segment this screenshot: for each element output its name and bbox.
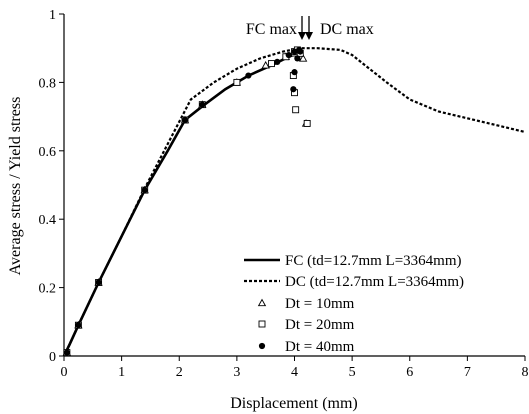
y-tick-label: 0.8 xyxy=(39,76,57,91)
data-point-square xyxy=(292,106,300,114)
series-4 xyxy=(63,46,304,356)
data-point-circle xyxy=(297,48,304,55)
data-point-circle xyxy=(141,187,148,194)
y-tick-label: 0.6 xyxy=(39,145,57,160)
annotations: FC max DC max xyxy=(246,16,374,40)
x-tick-label: 2 xyxy=(176,365,183,380)
x-tick-label: 7 xyxy=(464,365,471,380)
data-point-circle xyxy=(245,72,252,79)
legend-label: Dt = 20mm xyxy=(285,317,355,333)
data-point-circle xyxy=(95,279,102,286)
dc-max-arrow-head xyxy=(305,32,313,40)
x-tick-label: 1 xyxy=(118,365,125,380)
legend-item: Dt = 10mm xyxy=(257,296,355,312)
x-tick-label: 8 xyxy=(522,365,529,380)
legend-label: DC (td=12.7mm L=3364mm) xyxy=(285,274,464,290)
data-point-square xyxy=(268,60,275,68)
x-tick-label: 0 xyxy=(61,365,68,380)
series-line-dashed xyxy=(63,47,526,357)
data-point-circle xyxy=(294,55,301,62)
data-point-circle xyxy=(285,51,292,59)
series-0 xyxy=(62,49,302,357)
annotation-fc-max: FC max xyxy=(246,21,297,38)
axis-ticks: 0 1 2 3 4 5 6 7 8 0 0.2 0.4 0.6 0.8 1 xyxy=(39,8,529,380)
series-2 xyxy=(62,49,311,356)
series-line-solid xyxy=(62,49,302,357)
data-point-triangle xyxy=(298,54,308,62)
data-point-circle xyxy=(63,349,70,356)
series-layer xyxy=(62,46,526,357)
annotation-dc-max: DC max xyxy=(320,21,374,38)
series-3 xyxy=(63,46,311,357)
legend-swatch-square xyxy=(258,320,266,328)
x-tick-label: 3 xyxy=(233,365,240,380)
data-point-circle xyxy=(274,58,281,65)
y-tick-label: 0.4 xyxy=(39,213,57,228)
fc-max-arrow-head xyxy=(298,32,306,40)
legend-item: Dt = 20mm xyxy=(258,317,355,333)
y-tick-label: 0.2 xyxy=(39,282,57,297)
y-axis-label: Average stress / Yield stress xyxy=(7,97,24,276)
data-point-circle xyxy=(291,69,298,76)
legend-item: FC (td=12.7mm L=3364mm) xyxy=(244,253,462,269)
data-point-circle xyxy=(75,322,82,329)
y-tick-label: 1 xyxy=(49,8,56,23)
legend-label: Dt = 40mm xyxy=(285,339,355,355)
data-point-square xyxy=(303,119,311,127)
legend: FC (td=12.7mm L=3364mm) DC (td=12.7mm L=3… xyxy=(244,253,464,355)
max-arrows xyxy=(298,16,313,40)
legend-item: DC (td=12.7mm L=3364mm) xyxy=(244,274,464,290)
y-tick-label: 0 xyxy=(49,350,56,365)
x-tick-label: 5 xyxy=(349,365,356,380)
data-point-circle xyxy=(199,101,206,108)
legend-swatch-circle xyxy=(258,342,266,350)
data-point-circle xyxy=(181,116,189,124)
data-point-triangle xyxy=(261,60,270,69)
data-point-circle xyxy=(290,86,297,93)
series-1 xyxy=(63,47,526,357)
legend-item: Dt = 40mm xyxy=(258,339,355,355)
x-tick-label: 4 xyxy=(291,365,298,380)
data-point-square xyxy=(233,78,241,86)
x-axis-label: Displacement (mm) xyxy=(230,395,358,412)
legend-label: FC (td=12.7mm L=3364mm) xyxy=(285,253,462,269)
legend-swatch-triangle xyxy=(257,298,267,307)
legend-label: Dt = 10mm xyxy=(285,296,355,312)
x-tick-label: 6 xyxy=(406,365,413,380)
